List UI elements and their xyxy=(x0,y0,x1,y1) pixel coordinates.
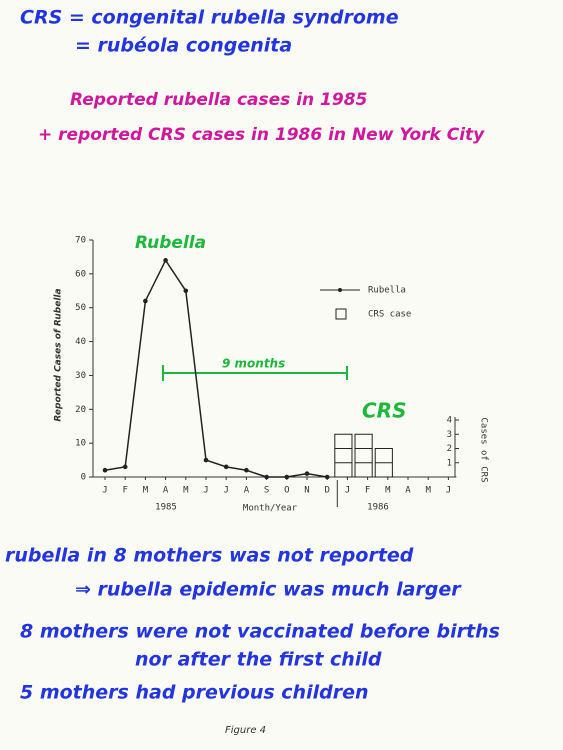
rubella-point xyxy=(122,464,128,470)
year-label: 1985 xyxy=(155,503,177,513)
figure-label: Figure 4 xyxy=(225,725,266,736)
rubella-point xyxy=(102,467,108,473)
x-tick-label: J xyxy=(345,486,350,496)
note: 5 mothers had previous children xyxy=(20,682,369,704)
y-tick-label: 30 xyxy=(75,371,86,381)
x-tick-label: F xyxy=(365,486,370,496)
header-line2: = rubéola congenita xyxy=(75,35,292,57)
x-tick-label: J xyxy=(102,486,107,496)
x-tick-label: S xyxy=(264,486,269,496)
crs-cases xyxy=(354,433,373,478)
legend-label: Rubella xyxy=(368,286,406,296)
x-tick-label: M xyxy=(425,486,431,496)
rubella-point xyxy=(324,474,330,480)
header-line1: CRS = congenital rubella syndrome xyxy=(20,7,399,29)
rubella-point xyxy=(143,298,148,304)
legend-label: CRS case xyxy=(368,310,411,320)
rubella-line xyxy=(104,258,328,478)
rubella-point xyxy=(304,471,310,476)
x-tick-label: A xyxy=(405,486,411,496)
rubella-point xyxy=(203,457,209,463)
year-label: 1986 xyxy=(367,503,389,513)
x-tick-label: M xyxy=(143,486,149,496)
rubella-point xyxy=(264,474,269,480)
rubella-point xyxy=(183,288,189,294)
y-tick-label: 60 xyxy=(75,269,86,279)
y-axis-label: Reported Cases of Rubella xyxy=(54,288,64,421)
y-tick-label: 40 xyxy=(75,337,86,347)
note: 8 mothers were not vaccinated before bir… xyxy=(20,621,500,643)
rubella-point xyxy=(163,258,168,263)
x-tick-label: D xyxy=(324,486,329,496)
x-tick-label: N xyxy=(304,486,309,496)
y2-tick-label: 4 xyxy=(447,416,452,426)
rubella-point xyxy=(284,474,290,480)
x-tick-label: A xyxy=(244,486,250,496)
x-tick-label: A xyxy=(163,486,169,496)
months-annotation: 9 months xyxy=(222,357,285,371)
y2-axis-label: Cases of CRS xyxy=(479,417,489,482)
x-tick-label: J xyxy=(223,486,228,496)
note: rubella in 8 mothers was not reported xyxy=(5,545,414,567)
y-tick-label: 10 xyxy=(75,439,86,449)
y-tick-label: 70 xyxy=(75,236,86,246)
y-tick-label: 0 xyxy=(81,473,86,483)
rubella-annotation: Rubella xyxy=(135,233,206,253)
x-tick-label: J xyxy=(203,486,208,496)
y2-tick-label: 3 xyxy=(447,430,452,440)
x-tick-label: M xyxy=(385,486,391,496)
x-axis-label: Month/Year xyxy=(243,504,298,514)
note: ⇒ rubella epidemic was much larger xyxy=(75,579,462,601)
legend-swatch xyxy=(335,308,347,320)
rubella-point xyxy=(223,464,229,470)
note: nor after the first child xyxy=(135,649,382,671)
x-tick-label: O xyxy=(284,486,289,496)
y2-tick-label: 2 xyxy=(447,444,452,454)
x-tick-label: M xyxy=(183,486,189,496)
x-tick-label: F xyxy=(122,486,127,496)
y-tick-label: 50 xyxy=(75,303,86,313)
months-bracket xyxy=(162,365,348,381)
x-tick-label: J xyxy=(446,486,451,496)
y2-tick-label: 1 xyxy=(447,458,452,468)
chart-subtitle: + reported CRS cases in 1986 in New York… xyxy=(38,125,485,145)
rubella-point xyxy=(244,467,249,473)
plot: 0 10 20 30 40 50 60 70 1 2 3 4 J F M A M J J A S O N D J F M A M J Rub… xyxy=(75,236,459,507)
legend-swatch xyxy=(338,288,342,292)
chart-title: Reported rubella cases in 1985 xyxy=(70,90,367,110)
crs-cases xyxy=(334,433,353,478)
y-tick-label: 20 xyxy=(75,405,86,415)
crs-annotation: CRS xyxy=(362,399,406,423)
